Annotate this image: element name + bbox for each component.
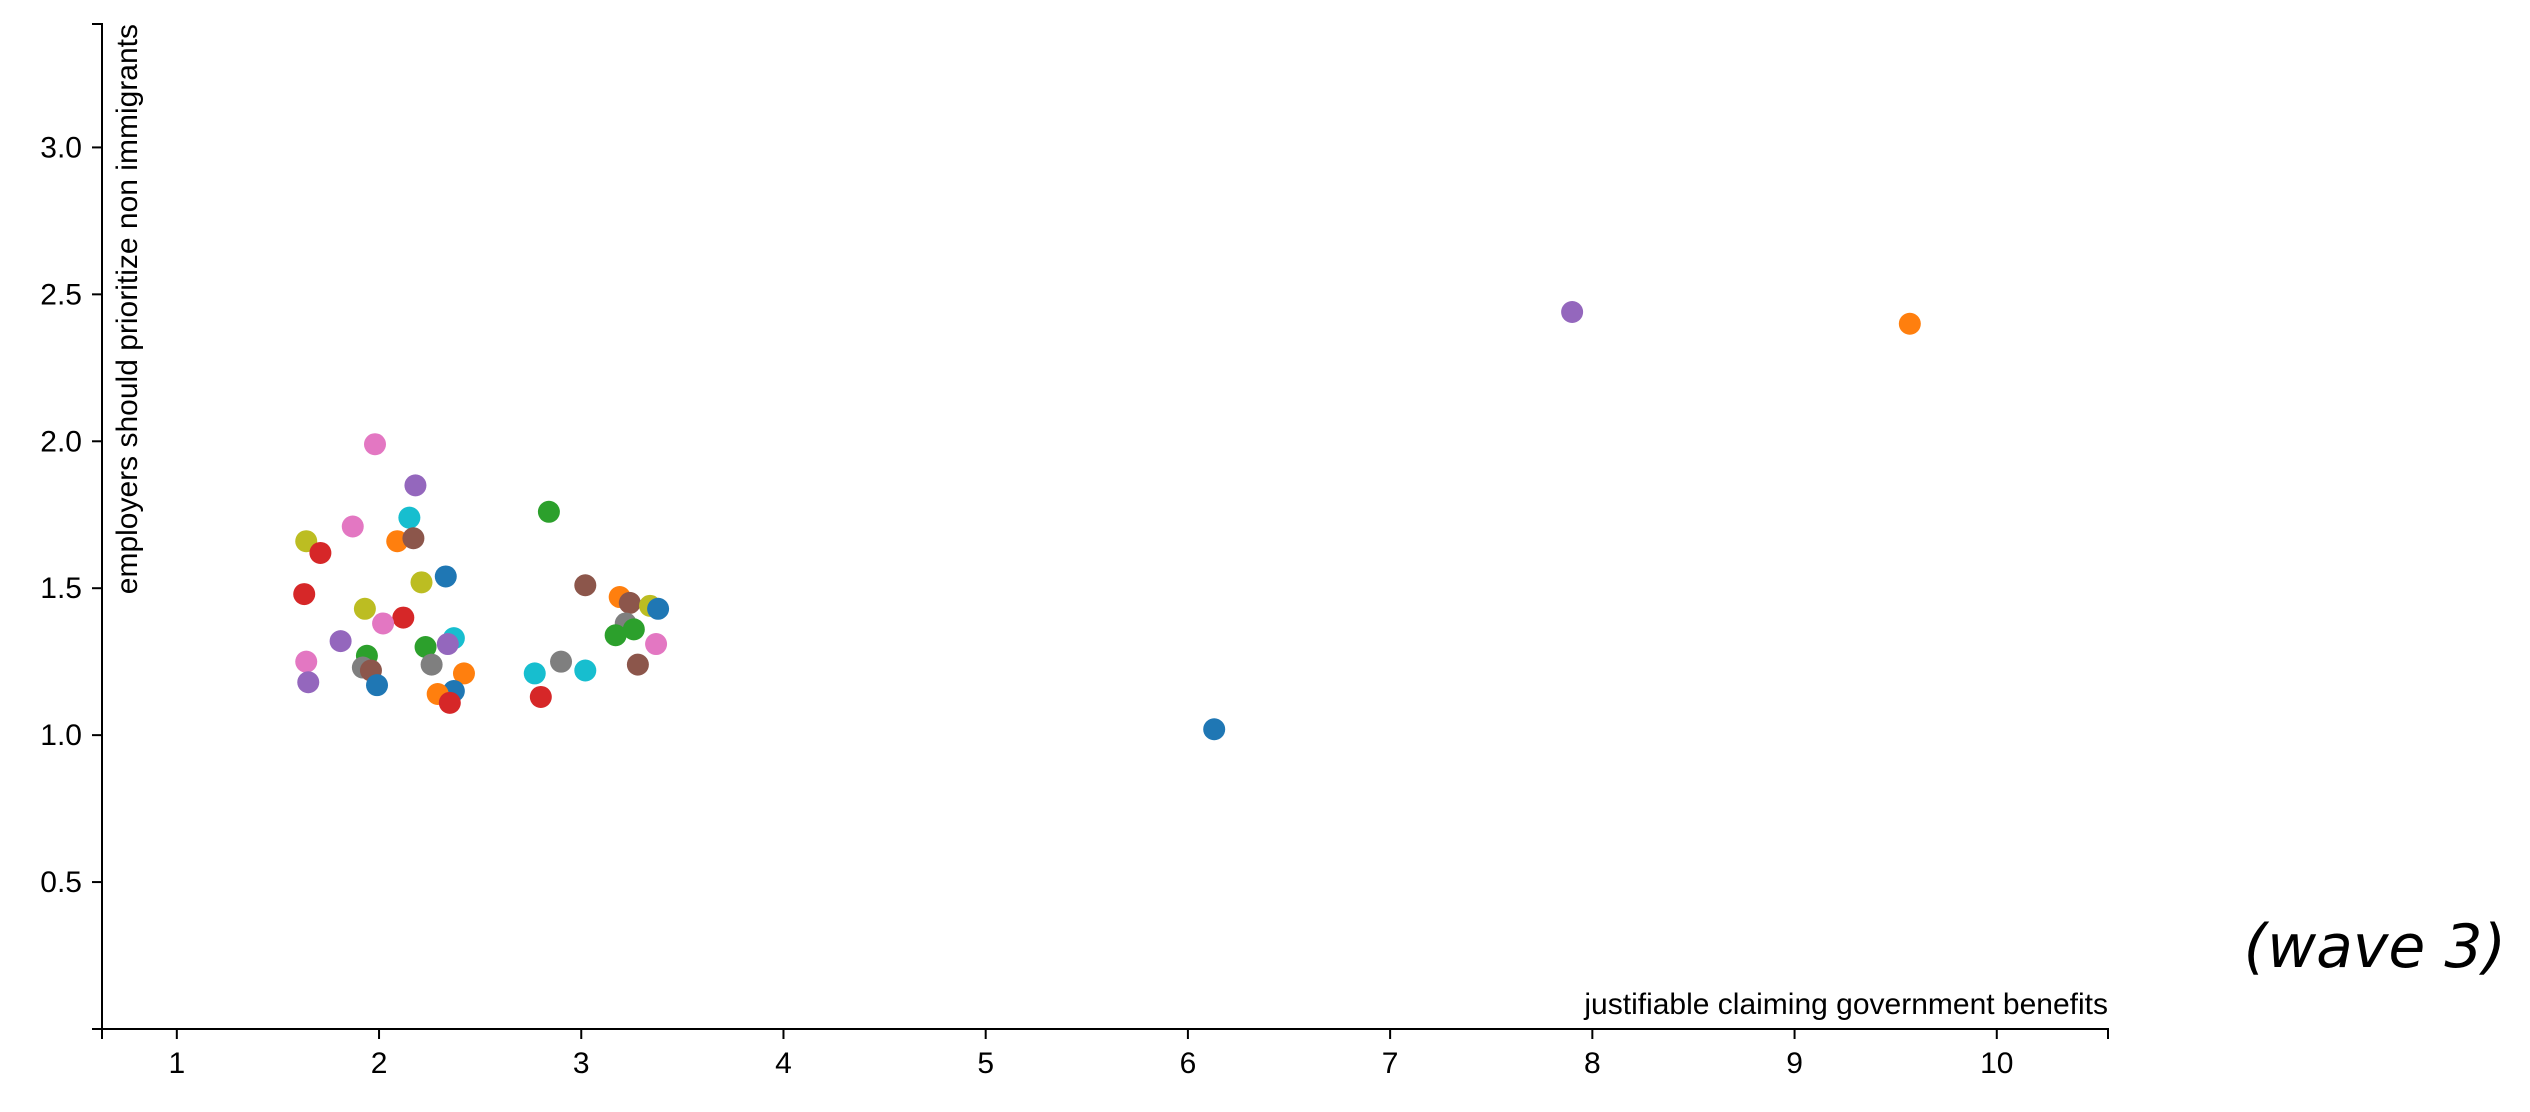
scatter-point — [372, 612, 395, 635]
y-tick-label: 2.0 — [40, 425, 82, 458]
scatter-point — [1203, 718, 1226, 741]
scatter-point — [309, 541, 332, 564]
x-axis-ticks: 1 2 3 4 5 6 7 8 9 10 — [168, 1029, 2013, 1080]
y-tick-label: 3.0 — [40, 131, 82, 164]
scatter-point — [523, 662, 546, 685]
scatter-point — [414, 635, 437, 658]
scatter-point — [537, 500, 560, 523]
scatter-point — [366, 674, 389, 697]
x-tick-label: 3 — [573, 1047, 590, 1080]
scatter-point — [438, 691, 461, 714]
x-tick-label: 1 — [168, 1047, 185, 1080]
wave-annotation: (wave 3) — [2244, 912, 2506, 982]
scatter-point — [392, 606, 415, 629]
x-tick-label: 10 — [1980, 1047, 2013, 1080]
scatter-point — [404, 474, 427, 497]
scatter-point — [574, 574, 597, 597]
scatter-point — [626, 653, 649, 676]
x-tick-label: 5 — [977, 1047, 994, 1080]
x-tick-label: 4 — [775, 1047, 792, 1080]
scatter-point — [436, 633, 459, 656]
scatter-point — [574, 659, 597, 682]
x-tick-label: 2 — [371, 1047, 388, 1080]
x-axis-title: justifiable claiming government benefits — [1583, 988, 2108, 1021]
scatter-point — [410, 571, 433, 594]
scatter-point — [647, 597, 670, 620]
data-points — [293, 300, 1921, 741]
scatter-point — [297, 671, 320, 694]
y-axis-line — [92, 23, 103, 1030]
x-axis-line — [101, 1028, 2109, 1039]
y-tick-label: 2.5 — [40, 278, 82, 311]
y-tick-label: 1.5 — [40, 572, 82, 605]
scatter-point — [420, 653, 443, 676]
y-axis-title: employers should prioritize non immigran… — [111, 24, 144, 594]
scatter-point — [341, 515, 364, 538]
scatter-point — [1898, 312, 1921, 335]
x-tick-label: 7 — [1382, 1047, 1399, 1080]
x-tick-label: 8 — [1584, 1047, 1601, 1080]
scatter-point — [434, 565, 457, 588]
scatter-point — [550, 650, 573, 673]
scatter-point — [622, 618, 645, 641]
axes — [92, 23, 2109, 1039]
scatter-point — [363, 433, 386, 456]
scatter-point — [1561, 300, 1584, 323]
scatter-point — [295, 650, 318, 673]
x-tick-label: 9 — [1786, 1047, 1803, 1080]
scatter-point — [402, 527, 425, 550]
y-tick-label: 1.0 — [40, 719, 82, 752]
scatter-point — [398, 506, 421, 529]
y-tick-label: 0.5 — [40, 866, 82, 899]
scatter-point — [604, 624, 627, 647]
scatter-point — [452, 662, 475, 685]
scatter-point — [618, 591, 641, 614]
x-tick-label: 6 — [1180, 1047, 1197, 1080]
scatter-point — [329, 630, 352, 653]
scatter-point — [293, 583, 316, 606]
scatter-point — [529, 685, 552, 708]
scatter-point — [645, 633, 668, 656]
y-axis-ticks: 0.5 1.0 1.5 2.0 2.5 3.0 — [40, 131, 102, 899]
scatter-point — [353, 597, 376, 620]
